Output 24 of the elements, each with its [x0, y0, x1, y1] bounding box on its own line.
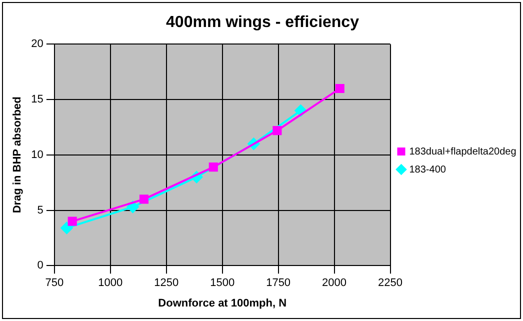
y-tick-label: 10 — [31, 148, 44, 161]
x-tick-label: 1500 — [210, 277, 235, 290]
point — [126, 200, 139, 213]
point — [68, 216, 77, 226]
x-tick-label: 2250 — [378, 277, 402, 290]
y-tick-label: 5 — [37, 204, 44, 216]
x-tick-label: 1750 — [266, 277, 291, 290]
point — [60, 222, 73, 234]
point — [139, 194, 149, 204]
y-tick-label: 15 — [31, 94, 44, 106]
y-tick-label: 20 — [31, 38, 44, 50]
legend-label: 183-400 — [409, 164, 446, 176]
point — [208, 162, 218, 172]
point — [272, 126, 282, 136]
x-tick-label: 1000 — [98, 277, 123, 290]
y-axis-title: Drag in BHP absorbed — [12, 96, 24, 214]
chart-title: 400mm wings - efficiency — [166, 14, 360, 32]
x-tick-label: 750 — [45, 277, 64, 290]
x-tick-label: 2000 — [322, 277, 347, 290]
x-axis-title: Downforce at 100mph, N — [158, 297, 287, 310]
legend-label: 183dual+flapdelta20deg — [409, 146, 516, 158]
point — [335, 84, 344, 94]
x-tick-label: 1250 — [154, 277, 179, 290]
y-tick-label: 0 — [37, 260, 44, 272]
